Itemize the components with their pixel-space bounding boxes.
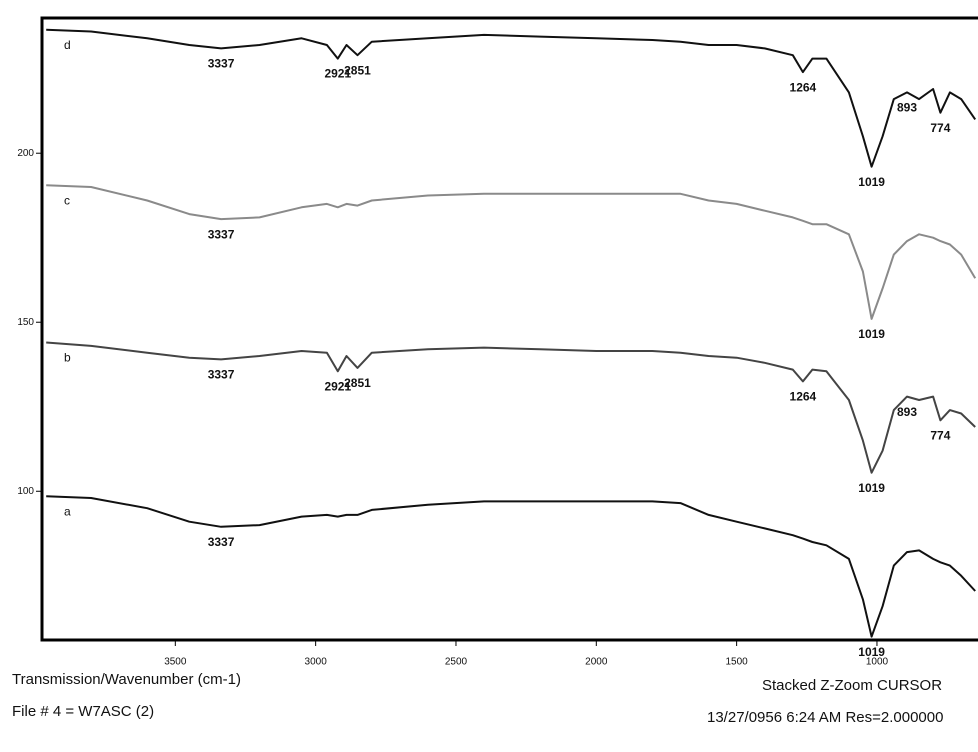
peak-label: 774	[930, 121, 950, 135]
peak-label: 2921	[324, 379, 351, 393]
peak-label: 2851	[344, 376, 371, 390]
series-label: d	[64, 38, 71, 52]
x-tick-label: 2000	[585, 657, 608, 668]
peak-label: 1019	[858, 175, 885, 189]
file-label: File # 4 = W7ASC (2)	[12, 703, 154, 720]
peak-label: 1019	[858, 327, 885, 341]
plot-frame	[40, 16, 978, 642]
peak-label: 1264	[790, 80, 817, 94]
y-tick-label: 200	[17, 148, 34, 159]
x-tick-label: 1500	[726, 657, 749, 668]
peak-label: 3337	[208, 227, 235, 241]
x-tick-label: 3000	[305, 657, 328, 668]
x-axis-label: Transmission/Wavenumber (cm-1)	[12, 671, 241, 688]
spectrum-line	[46, 495, 976, 638]
y-tick-label: 150	[17, 317, 34, 328]
x-tick-label: 1000	[866, 657, 889, 668]
spectrum-line	[46, 184, 977, 320]
peak-label: 3337	[208, 535, 235, 549]
peak-label: 1019	[858, 481, 885, 495]
series-label: b	[64, 351, 71, 365]
series-label: c	[64, 194, 70, 208]
mode-label: Stacked Z-Zoom CURSOR	[762, 677, 942, 694]
peak-label: 1264	[790, 390, 817, 404]
peak-label: 774	[930, 428, 950, 442]
status-label: 13/27/0956 6:24 AM Res=2.000000	[707, 709, 943, 726]
x-tick-label: 3500	[164, 657, 187, 668]
peak-label: 893	[897, 405, 917, 419]
spectrum-line	[46, 341, 976, 474]
peak-label: 1019	[858, 645, 885, 659]
y-tick-label: 100	[17, 486, 34, 497]
peak-label: 3337	[208, 368, 235, 382]
peak-label: 2851	[344, 63, 371, 77]
peak-label: 893	[897, 101, 917, 115]
peak-label: 3337	[208, 57, 235, 71]
series-label: a	[64, 505, 71, 519]
spectrum-line	[46, 28, 977, 168]
x-tick-label: 2500	[445, 657, 468, 668]
peak-label: 2921	[324, 67, 351, 81]
